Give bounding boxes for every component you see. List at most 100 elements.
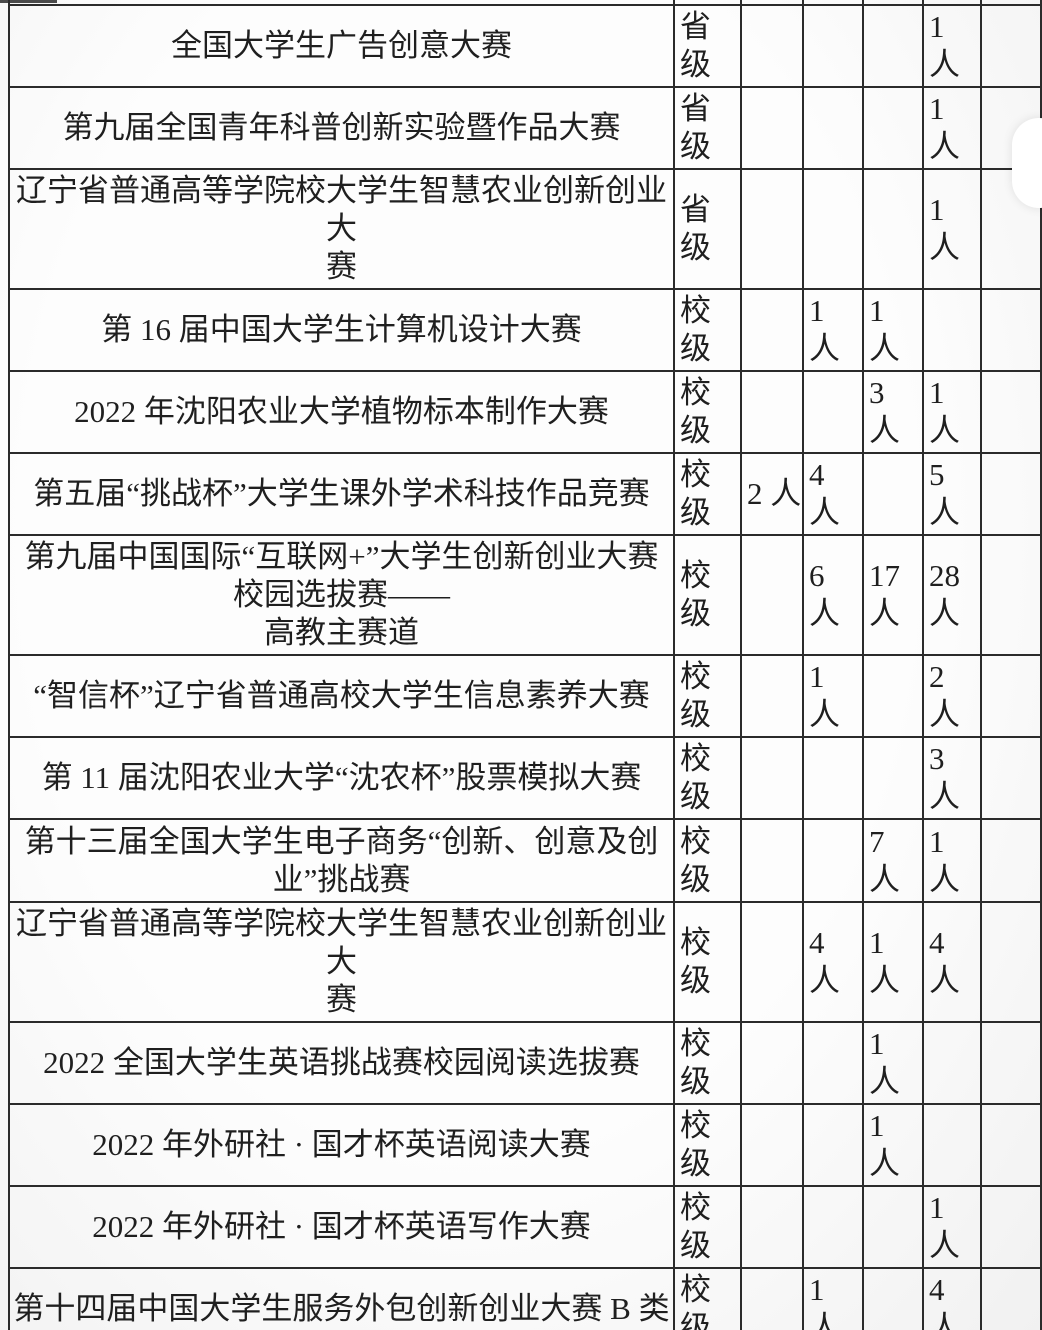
cutoff-cell — [8, 0, 675, 6]
competition-name-cell: 第十三届全国大学生电子商务“创新、创意及创 业”挑战赛 — [8, 818, 675, 903]
level-cell: 校级 — [673, 370, 742, 454]
table-row: 2022 年外研社 · 国才杯英语写作大赛 校级 1 人 — [8, 1185, 1042, 1269]
count-cell — [922, 1103, 982, 1187]
count-cell — [740, 4, 804, 88]
table-row: 全国大学生广告创意大赛 省级 1 人 — [8, 4, 1042, 88]
table-row: 第十四届中国大学生服务外包创新创业大赛 B 类校级 1 人 4 人 — [8, 1267, 1042, 1330]
count-cell: 1 人 — [802, 1267, 864, 1330]
level-cell: 校级 — [673, 452, 742, 536]
cutoff-cell — [922, 0, 982, 6]
count-cell: 1 人 — [922, 370, 982, 454]
count-cell — [802, 86, 864, 170]
level-cell: 校级 — [673, 901, 742, 1023]
count-cell — [980, 370, 1042, 454]
count-cell — [980, 288, 1042, 372]
count-cell — [980, 1185, 1042, 1269]
count-cell — [980, 1021, 1042, 1105]
count-cell — [802, 1103, 864, 1187]
count-cell — [862, 1185, 924, 1269]
competition-name-cell: 第九届全国青年科普创新实验暨作品大赛 — [8, 86, 675, 170]
competition-name-cell: 第 16 届中国大学生计算机设计大赛 — [8, 288, 675, 372]
count-cell — [802, 736, 864, 820]
count-cell: 28 人 — [922, 534, 982, 656]
count-cell — [862, 1267, 924, 1330]
competition-name-cell: 2022 年外研社 · 国才杯英语写作大赛 — [8, 1185, 675, 1269]
count-cell: 1 人 — [922, 4, 982, 88]
level-cell: 校级 — [673, 818, 742, 903]
count-cell — [740, 1103, 804, 1187]
competition-name-cell: 2022 年沈阳农业大学植物标本制作大赛 — [8, 370, 675, 454]
competition-name-cell: 辽宁省普通高等学院校大学生智慧农业创新创业大 赛 — [8, 168, 675, 290]
count-cell — [862, 168, 924, 290]
competition-name-cell: 全国大学生广告创意大赛 — [8, 4, 675, 88]
count-cell: 4 人 — [802, 901, 864, 1023]
count-cell: 1 人 — [862, 288, 924, 372]
count-cell — [922, 288, 982, 372]
count-cell — [980, 736, 1042, 820]
count-cell — [740, 370, 804, 454]
count-cell — [802, 4, 864, 88]
table-row: “智信杯”辽宁省普通高校大学生信息素养大赛 校级 1 人 2 人 — [8, 654, 1042, 738]
cutoff-cell — [802, 0, 864, 6]
table-row: 第 11 届沈阳农业大学“沈农杯”股票模拟大赛 校级 3 人 — [8, 736, 1042, 820]
count-cell: 3 人 — [862, 370, 924, 454]
competition-name-cell: 2022 年外研社 · 国才杯英语阅读大赛 — [8, 1103, 675, 1187]
competition-name-cell: “智信杯”辽宁省普通高校大学生信息素养大赛 — [8, 654, 675, 738]
count-cell: 2 人 — [922, 654, 982, 738]
count-cell: 4 人 — [802, 452, 864, 536]
count-cell: 1 人 — [922, 86, 982, 170]
count-cell — [922, 1021, 982, 1105]
count-cell: 1 人 — [802, 654, 864, 738]
count-cell — [980, 654, 1042, 738]
table-row: 辽宁省普通高等学院校大学生智慧农业创新创业大 赛省级 1 人 — [8, 168, 1042, 290]
count-cell: 4 人 — [922, 1267, 982, 1330]
competition-name-cell: 第 11 届沈阳农业大学“沈农杯”股票模拟大赛 — [8, 736, 675, 820]
cutoff-cell — [673, 0, 742, 6]
level-cell: 校级 — [673, 534, 742, 656]
count-cell: 1 人 — [922, 168, 982, 290]
count-cell: 1 人 — [922, 1185, 982, 1269]
awards-table-body: 全国大学生广告创意大赛 省级 1 人第九届全国青年科普创新实验暨作品大赛 省级 1 人辽… — [8, 0, 1042, 1330]
count-cell — [980, 818, 1042, 903]
count-cell — [980, 4, 1042, 88]
competition-name-cell: 第十四届中国大学生服务外包创新创业大赛 B 类 — [8, 1267, 675, 1330]
count-cell — [740, 86, 804, 170]
count-cell: 1 人 — [802, 288, 864, 372]
count-cell: 1 人 — [862, 1021, 924, 1105]
level-cell: 校级 — [673, 1021, 742, 1105]
count-cell: 5 人 — [922, 452, 982, 536]
level-cell: 省级 — [673, 4, 742, 88]
count-cell: 1 人 — [862, 901, 924, 1023]
level-cell: 校级 — [673, 736, 742, 820]
competition-name-cell: 第五届“挑战杯”大学生课外学术科技作品竞赛 — [8, 452, 675, 536]
count-cell — [980, 1103, 1042, 1187]
table-row: 2022 全国大学生英语挑战赛校园阅读选拔赛 校级 1 人 — [8, 1021, 1042, 1105]
count-cell: 17 人 — [862, 534, 924, 656]
cutoff-cell — [980, 0, 1042, 6]
right-edge-overlay — [1012, 118, 1042, 208]
count-cell — [740, 168, 804, 290]
count-cell — [862, 86, 924, 170]
count-cell: 2 人 — [740, 452, 804, 536]
count-cell: 7 人 — [862, 818, 924, 903]
count-cell — [802, 818, 864, 903]
table-row: 第九届中国国际“互联网+”大学生创新创业大赛 校园选拔赛—— 高教主赛道 校级 6 … — [8, 534, 1042, 656]
count-cell — [740, 736, 804, 820]
count-cell — [740, 818, 804, 903]
competition-name-cell: 辽宁省普通高等学院校大学生智慧农业创新创业大 赛 — [8, 901, 675, 1023]
level-cell: 校级 — [673, 654, 742, 738]
table-row: 第九届全国青年科普创新实验暨作品大赛 省级 1 人 — [8, 86, 1042, 170]
level-cell: 省级 — [673, 168, 742, 290]
cutoff-cell — [862, 0, 924, 6]
competition-name-cell: 第九届中国国际“互联网+”大学生创新创业大赛 校园选拔赛—— 高教主赛道 — [8, 534, 675, 656]
count-cell — [980, 901, 1042, 1023]
cutoff-cell — [740, 0, 804, 6]
awards-table: 全国大学生广告创意大赛 省级 1 人第九届全国青年科普创新实验暨作品大赛 省级 1 人辽… — [8, 0, 1042, 1330]
count-cell — [862, 4, 924, 88]
count-cell — [862, 452, 924, 536]
